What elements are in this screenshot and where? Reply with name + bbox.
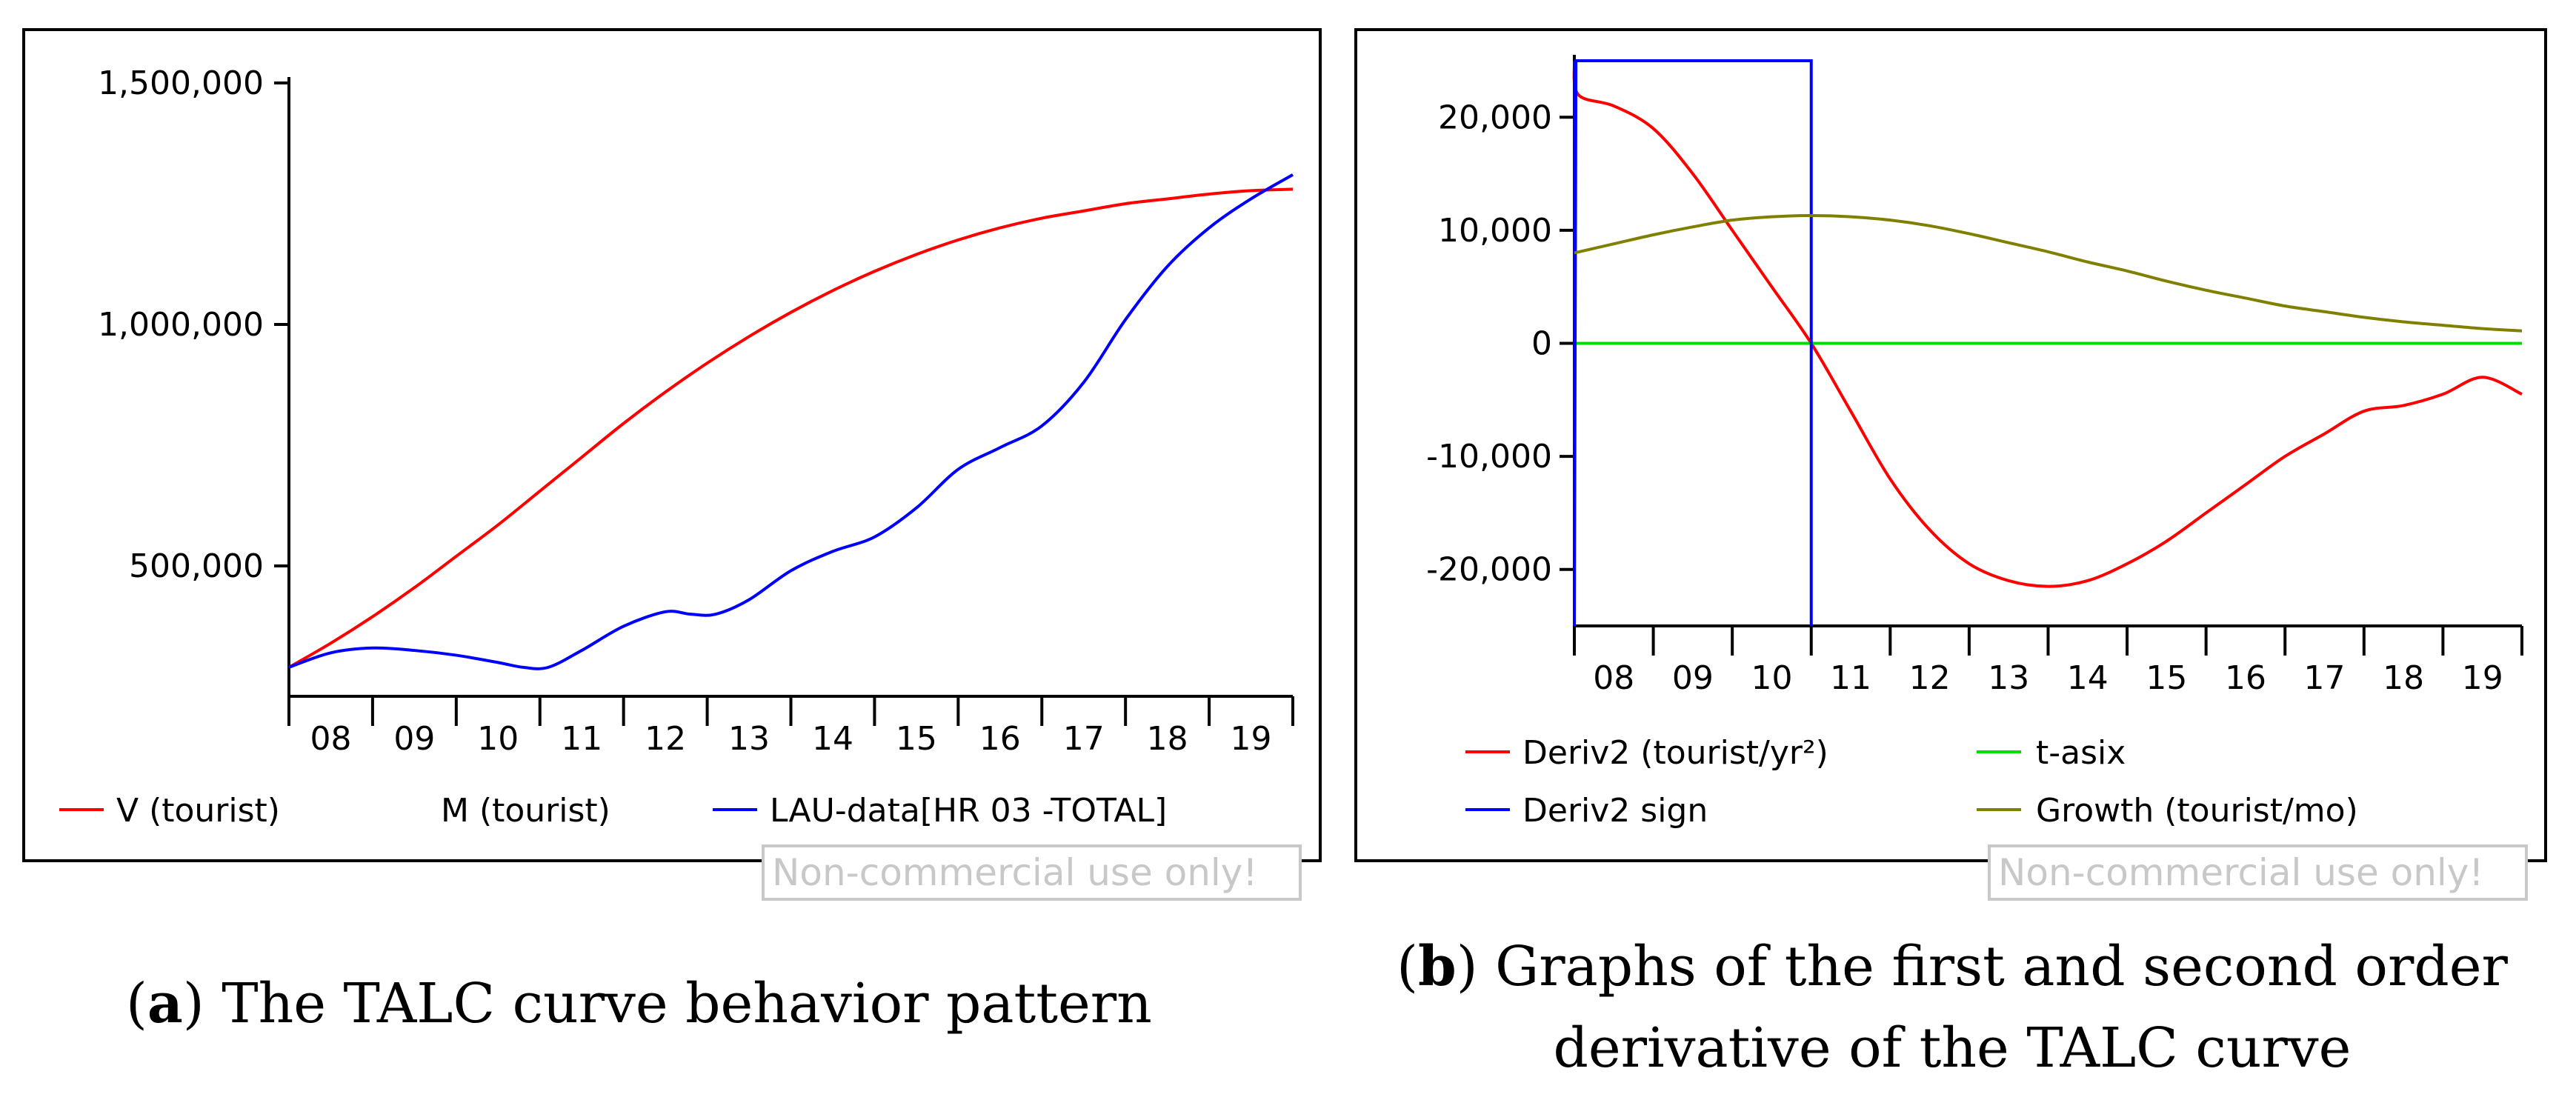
x-tick-label: 11 [561, 720, 602, 758]
x-tick-label: 10 [1751, 659, 1792, 697]
x-tick-label: 18 [1147, 720, 1188, 758]
x-tick-label: 13 [1988, 659, 2029, 697]
y-tick-label: 20,000 [1438, 99, 1552, 136]
x-tick-label: 16 [979, 720, 1021, 758]
x-tick-label: 15 [2146, 659, 2187, 697]
caption-b-line1: (b) Graphs of the first and second order [1397, 935, 2508, 999]
caption-a-text: ) The TALC curve behavior pattern [183, 972, 1152, 1036]
caption-b-text: ) Graphs of the first and second order [1457, 935, 2509, 999]
series-line-0 [288, 187, 1294, 669]
caption-a: (a) The TALC curve behavior pattern [126, 972, 1152, 1036]
x-tick-label: 14 [812, 720, 853, 758]
caption-b-letter: b [1418, 935, 1457, 999]
x-tick-label: 09 [1672, 659, 1714, 697]
legend-growth-label: Growth (tourist/mo) [2036, 792, 2358, 830]
panel-a-watermark: Non-commercial use only! [762, 844, 1302, 901]
series-line-3 [1574, 214, 2523, 333]
panel-a-plot: 08 09 10 11 12 13 14 15 16 17 18 19 500,000 1,000,000… [98, 64, 1294, 758]
panel-b-legend: Deriv2 (tourist/yr²) t-asix Deriv2 sign … [1465, 734, 2358, 830]
y-tick-label: -20,000 [1426, 551, 1552, 589]
panel-a-legend: V (tourist) M (tourist) LAU-data[HR 03 -… [59, 792, 1167, 830]
legend-sign-label: Deriv2 sign [1522, 792, 1708, 830]
watermark-box [762, 844, 1302, 901]
y-tick-label: -10,000 [1426, 438, 1552, 476]
panel-b: 08 09 10 11 12 13 14 15 16 17 18 19 20,000 10,000 0 -10… [1354, 28, 2547, 901]
y-tick-label: 10,000 [1438, 212, 1552, 250]
y-tick-label: 1,500,000 [98, 64, 264, 102]
x-tick-label: 19 [2462, 659, 2503, 697]
x-tick-label: 17 [2304, 659, 2346, 697]
caption-a-open: ( [126, 972, 147, 1036]
panel-b-plot: 08 09 10 11 12 13 14 15 16 17 18 19 20,000 10,000 0 -10… [1426, 55, 2523, 697]
x-tick-label: 11 [1830, 659, 1871, 697]
panel-a: 08 09 10 11 12 13 14 15 16 17 18 19 500,000 1,000,000… [22, 28, 1322, 901]
x-tick-label: 09 [393, 720, 435, 758]
watermark-text: Non-commercial use only! [1998, 851, 2483, 894]
x-tick-label: 17 [1063, 720, 1105, 758]
x-tick-label: 18 [2383, 659, 2424, 697]
panel-b-frame [1354, 28, 2547, 862]
series-line-2 [1573, 59, 1813, 627]
x-tick-label: 12 [1909, 659, 1951, 697]
series-line-2 [288, 173, 1294, 670]
x-tick-label: 16 [2225, 659, 2266, 697]
series-line-0 [1572, 60, 2523, 588]
x-tick-label: 12 [645, 720, 686, 758]
panel-a-frame [22, 28, 1322, 862]
x-tick-label: 08 [310, 720, 351, 758]
x-tick-label: 19 [1231, 720, 1272, 758]
x-tick-label: 08 [1593, 659, 1634, 697]
legend-deriv2-label: Deriv2 (tourist/yr²) [1522, 734, 1828, 772]
y-tick-label: 1,000,000 [98, 306, 264, 344]
watermark-box [1988, 844, 2528, 901]
x-tick-label: 13 [728, 720, 770, 758]
caption-b-open: ( [1397, 935, 1418, 999]
caption-a-letter: a [147, 972, 183, 1036]
legend-lau-label: LAU-data[HR 03 -TOTAL] [770, 792, 1167, 830]
legend-v-label: V (tourist) [116, 792, 280, 830]
legend-m-label: M (tourist) [441, 792, 610, 830]
y-tick-label: 0 [1531, 325, 1552, 363]
x-tick-label: 10 [477, 720, 519, 758]
x-tick-label: 15 [896, 720, 937, 758]
legend-tasix-label: t-asix [2036, 734, 2126, 772]
caption-b-line2: derivative of the TALC curve [1554, 1016, 2352, 1080]
y-tick-label: 500,000 [129, 547, 264, 585]
panel-b-watermark: Non-commercial use only! [1988, 844, 2528, 901]
x-tick-label: 14 [2067, 659, 2109, 697]
watermark-text: Non-commercial use only! [772, 851, 1257, 894]
